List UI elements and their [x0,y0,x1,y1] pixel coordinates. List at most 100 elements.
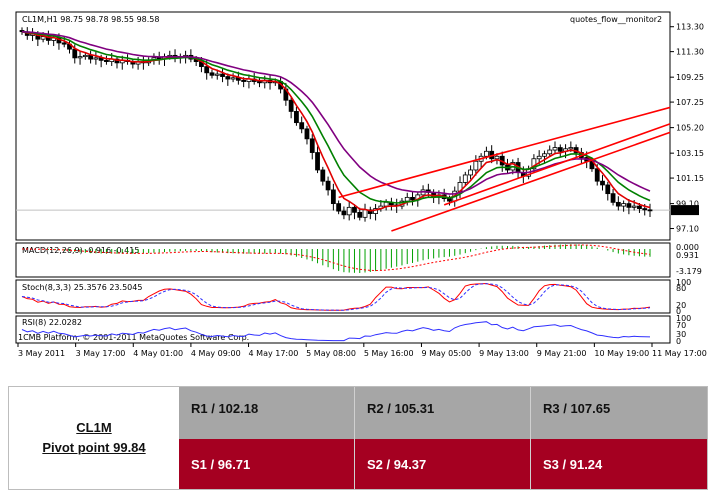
candle-body [462,174,468,183]
candle-body [531,158,537,170]
rsi-tick-label: 100 [676,314,691,323]
panel-frame [15,242,671,278]
time-tick-label: 9 May 05:00 [421,349,471,358]
channel-upper-line [338,106,671,199]
channel-mid-line [443,123,671,206]
candle-body [214,73,220,76]
candle-body [82,54,88,58]
candle-body [346,206,352,216]
stoch-tick-label: 80 [676,284,686,293]
rsi-tick-label: 30 [676,330,686,339]
chart-symbol-ohlc: CL1M,H1 98.75 98.78 98.55 98.58 [22,15,159,24]
candle-body [104,59,109,63]
candle-body [557,147,563,152]
time-tick-label: 11 May 17:00 [652,349,707,358]
candle-body [367,209,373,214]
candle-body [341,210,347,216]
support-2: S2 / 94.37 [355,439,531,489]
time-tick-label: 3 May 2011 [18,349,65,358]
candle-body [77,56,83,59]
candle-body [325,180,331,191]
candle-body [615,201,621,207]
price-tick-label: 111.30 [676,48,704,57]
candle-body [336,203,342,212]
candle-body [600,180,605,186]
time-tick-label: 4 May 09:00 [191,349,241,358]
panel-frame [15,315,671,344]
candle-body [257,81,262,84]
price-tick-label: 99.10 [676,200,699,209]
candle-body [93,57,99,60]
candle-body [241,79,247,82]
candle-body [447,198,452,202]
macd-tick-label: 0.931 [676,251,699,260]
price-tick-label: 107.25 [676,98,704,107]
pivot-summary: CL1M Pivot point 99.84 [9,387,180,489]
candle-body [315,152,320,171]
candle-body [568,147,574,150]
candle-body [304,128,310,140]
pivot-table: CL1M Pivot point 99.84 R1 / 102.18 R2 / … [8,386,708,490]
candle-body [320,169,326,182]
time-tick-label: 9 May 21:00 [537,349,587,358]
stoch-tick-label: 0 [676,307,681,316]
pivot-symbol: CL1M [76,420,112,435]
rsi-tick-label: 70 [676,321,686,330]
time-tick-label: 10 May 19:00 [594,349,649,358]
panel-frame [15,279,671,314]
macd-tick-label: -3.179 [676,267,702,276]
ema-mid-line [21,30,651,204]
current-price-box [671,205,699,216]
ema-fast-line [21,30,651,212]
rsi-line [21,321,651,342]
channel-lower-line [391,131,671,232]
resistance-3: R3 / 107.65 [531,387,707,439]
pivot-point-label: Pivot point 99.84 [42,440,146,455]
current-price-label: 98.58 [673,206,696,215]
candle-body [220,73,225,77]
candle-body [330,189,336,205]
candle-body [626,203,632,208]
stoch-d-line [21,283,651,311]
candle-body [473,160,479,171]
candle-body [404,196,410,202]
resistance-1: R1 / 102.18 [179,387,355,439]
time-tick-label: 9 May 13:00 [479,349,529,358]
indicator-name: quotes_flow__monitor2 [570,15,662,24]
candle-body [40,36,46,40]
candle-body [209,72,215,76]
resistance-2: R2 / 105.31 [355,387,531,439]
candle-body [642,208,648,211]
candle-body [536,155,542,160]
macd-tick-label: 0.000 [676,243,699,252]
candle-body [309,138,315,153]
candle-body [362,209,368,218]
rsi-label: RSI(8) 22.0282 [22,318,82,327]
candle-body [594,168,600,182]
stoch-label: Stoch(8,3,3) 25.3576 23.5045 [22,283,142,292]
candle-body [542,153,547,157]
candle-body [288,99,294,112]
price-tick-label: 113.30 [676,23,704,32]
macd-label: MACD(12,26,9) -0.916 -0.415 [22,246,139,255]
time-tick-label: 5 May 08:00 [306,349,356,358]
macd-signal-line [22,244,651,272]
time-tick-label: 3 May 17:00 [76,349,126,358]
candle-body [352,206,357,213]
candle-body [610,193,616,203]
rsi-tick-label: 0 [676,337,681,346]
candle-body [225,76,231,80]
candle-body [204,66,210,74]
candle-body [552,147,558,151]
support-3: S3 / 91.24 [531,439,707,489]
price-tick-label: 105.20 [676,124,704,133]
candle-body [605,184,611,195]
price-chart[interactable]: 113.30 111.30 109.25 107.25 105.20 103.15 101.… [0,0,714,362]
price-tick-label: 97.10 [676,225,699,234]
copyright-label: 1CMB Platform, © 2001-2011 MetaQuotes So… [18,333,249,342]
candle-body [357,211,363,218]
price-tick-label: 109.25 [676,73,704,82]
candle-body [299,122,305,130]
candle-body [72,48,78,59]
price-tick-label: 103.15 [676,149,704,158]
